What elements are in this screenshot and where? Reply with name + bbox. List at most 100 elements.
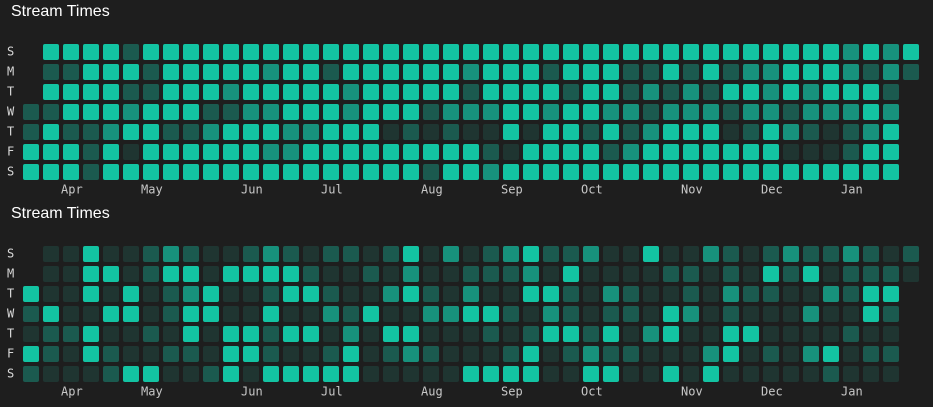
heatmap-cell [43,266,59,282]
heatmap-cell [63,306,79,322]
heatmap-cell [503,306,519,322]
heatmap-cell [63,104,79,120]
heatmap-cell [83,44,99,60]
heatmap-cell [103,366,119,382]
heatmap-cell [123,326,139,342]
heatmap-cell [663,144,679,160]
heatmap-cell [683,64,699,80]
heatmap-cell [583,246,599,262]
heatmap-cell [803,346,819,362]
heatmap-cell [563,84,579,100]
heatmap-cell [623,104,639,120]
day-label: W [7,105,15,119]
heatmap-cell [483,164,499,180]
heatmap-cell [63,144,79,160]
heatmap-cell [143,44,159,60]
heatmap-cell [103,346,119,362]
heatmap-cell [363,266,379,282]
month-label: May [141,183,163,197]
heatmap-cell [263,104,279,120]
heatmap-cell [143,246,159,262]
heatmap-cell [43,84,59,100]
heatmap-cell [303,326,319,342]
heatmap-cell [823,266,839,282]
heatmap-cell [263,286,279,302]
heatmap-cell [203,124,219,140]
heatmap-cell [483,286,499,302]
heatmap-cell [83,286,99,302]
heatmap-cell [183,246,199,262]
heatmap-cell [123,266,139,282]
heatmap-cell [843,306,859,322]
heatmap-cell [63,286,79,302]
heatmap-cell [383,326,399,342]
heatmap-cell [383,246,399,262]
heatmap-cell [163,44,179,60]
heatmap-cell [503,266,519,282]
heatmap-cell [863,64,879,80]
heatmap-cell [463,144,479,160]
heatmap-cell [743,84,759,100]
heatmap-cell [543,44,559,60]
heatmap-cell [643,326,659,342]
heatmap-cell [803,104,819,120]
heatmap-cell [643,144,659,160]
heatmap-cell [243,266,259,282]
heatmap-cell [343,306,359,322]
heatmap-cell [283,366,299,382]
heatmap-cell [143,124,159,140]
heatmap-cell [223,246,239,262]
heatmap-cell [303,64,319,80]
heatmap-cell [843,286,859,302]
heatmap-cell [323,124,339,140]
month-label: May [141,385,163,399]
heatmap-cell [583,286,599,302]
heatmap-cell [523,44,539,60]
heatmap-cell [403,346,419,362]
heatmap-cell [343,266,359,282]
heatmap-cell [723,306,739,322]
heatmap-cell [63,326,79,342]
heatmap-cell [463,286,479,302]
heatmap-cell [623,64,639,80]
heatmap-cell [843,124,859,140]
heatmap-cell [43,104,59,120]
heatmap-cell [123,164,139,180]
heatmap-cell [243,104,259,120]
heatmap-cell [123,286,139,302]
heatmap-cell [123,246,139,262]
heatmap-cell [403,124,419,140]
heatmap-cell [463,326,479,342]
heatmap-cell [763,306,779,322]
heatmap-cell [783,44,799,60]
heatmap-cell [683,144,699,160]
heatmap-cell [383,84,399,100]
heatmap-cell [343,326,359,342]
heatmap-cell [483,104,499,120]
heatmap-cell [123,104,139,120]
heatmap-cell [663,44,679,60]
heatmap-cell [483,64,499,80]
heatmap-cell [143,366,159,382]
heatmap-cell [563,64,579,80]
heatmap-cell [443,266,459,282]
heatmap-cell [363,306,379,322]
heatmap-cell [703,84,719,100]
heatmap-cell [323,44,339,60]
heatmap-cell [183,44,199,60]
heatmap-cell [243,326,259,342]
heatmap-cell [463,104,479,120]
heatmap-cell [503,164,519,180]
heatmap-cell [363,44,379,60]
heatmap-cell [23,306,39,322]
heatmap-cell [103,104,119,120]
heatmap-cell [23,164,39,180]
heatmap-cell [543,64,559,80]
heatmap-cell [503,346,519,362]
heatmap-cell [123,366,139,382]
day-label: M [7,267,14,281]
heatmap-cell [283,124,299,140]
heatmap-cell [703,124,719,140]
day-label: F [7,145,14,159]
heatmap-cell [543,346,559,362]
